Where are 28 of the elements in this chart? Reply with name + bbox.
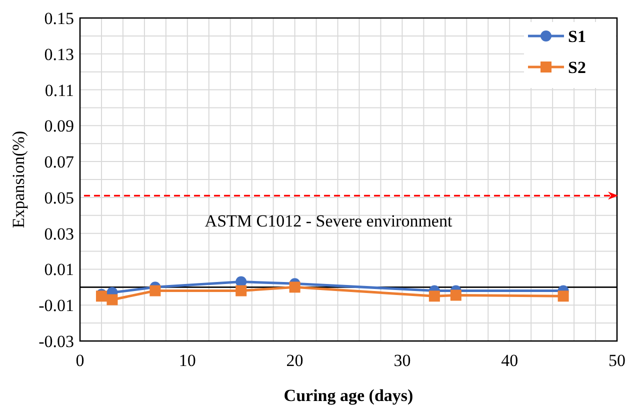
x-tick-label: 40 (501, 351, 518, 370)
x-tick-label: 20 (286, 351, 304, 370)
point (106, 294, 118, 306)
legend-label: S1 (568, 27, 586, 46)
x-tick-label: 30 (394, 351, 411, 370)
x-tick-label: 50 (608, 351, 626, 370)
y-tick-label: -0.03 (38, 332, 74, 351)
point (289, 282, 300, 293)
legend-label: S2 (568, 58, 586, 77)
point (236, 285, 247, 296)
y-tick-label: 0.09 (44, 116, 74, 136)
y-tick-label: 0.07 (44, 152, 74, 172)
ref-line-label: ASTM C1012 - Severe environment (204, 212, 452, 231)
y-tick-label: 0.15 (44, 9, 74, 28)
point (428, 290, 440, 302)
x-axis-title: Curing age (days) (284, 386, 414, 405)
point (150, 285, 161, 296)
y-tick-label: -0.01 (38, 296, 74, 316)
point (450, 290, 462, 301)
point (558, 290, 569, 302)
y-tick-label: 0.05 (44, 188, 74, 208)
x-tick-label: 10 (178, 351, 196, 370)
x-tick-label: 0 (76, 351, 84, 370)
y-tick-label: 0.01 (44, 260, 74, 280)
y-tick-label: 0.11 (44, 80, 74, 100)
y-tick-label: 0.03 (44, 224, 74, 244)
y-axis-title: Expansion(%) (9, 130, 28, 228)
y-tick-label: 0.13 (44, 44, 74, 64)
